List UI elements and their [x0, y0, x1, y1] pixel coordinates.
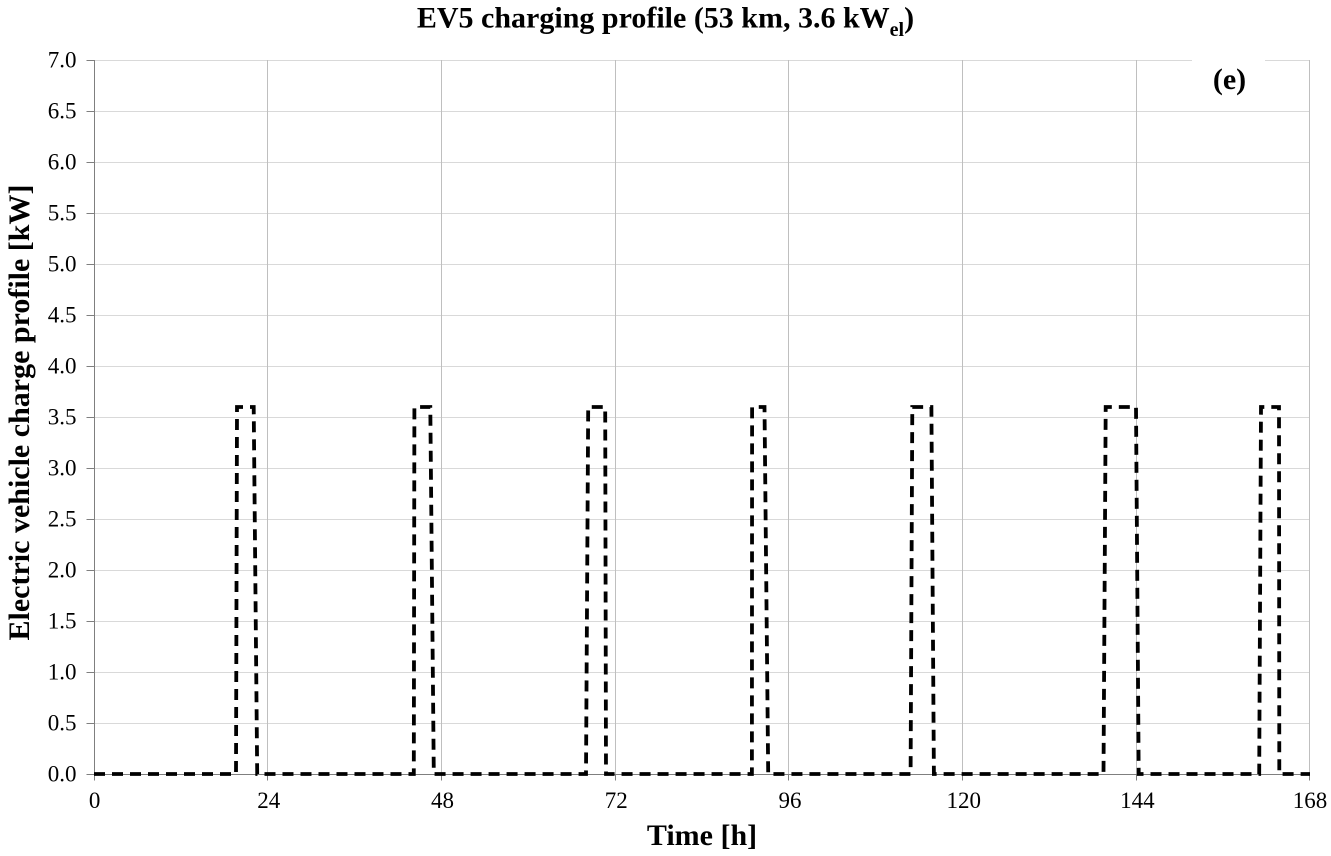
- svg-text:4.0: 4.0: [48, 354, 77, 379]
- svg-text:1.5: 1.5: [48, 609, 77, 634]
- svg-text:6.5: 6.5: [48, 99, 77, 124]
- svg-text:Electric vehicle charge profil: Electric vehicle charge profile [kW]: [3, 185, 36, 641]
- svg-text:4.5: 4.5: [48, 303, 77, 328]
- svg-text:2.0: 2.0: [48, 558, 77, 583]
- svg-text:(e): (e): [1213, 63, 1246, 96]
- svg-text:96: 96: [779, 788, 802, 813]
- svg-text:5.5: 5.5: [48, 201, 77, 226]
- svg-text:168: 168: [1293, 788, 1328, 813]
- svg-text:5.0: 5.0: [48, 252, 77, 277]
- svg-text:2.5: 2.5: [48, 507, 77, 532]
- svg-text:48: 48: [431, 788, 454, 813]
- svg-text:6.0: 6.0: [48, 150, 77, 175]
- svg-text:7.0: 7.0: [48, 48, 77, 73]
- svg-text:1.0: 1.0: [48, 660, 77, 685]
- svg-text:72: 72: [605, 788, 628, 813]
- svg-text:24: 24: [257, 788, 281, 813]
- svg-text:120: 120: [946, 788, 981, 813]
- svg-text:3.5: 3.5: [48, 405, 77, 430]
- svg-text:0: 0: [89, 788, 101, 813]
- svg-text:EV5 charging profile (53 km, 3: EV5 charging profile (53 km, 3.6 kWel): [417, 2, 914, 41]
- svg-text:0.0: 0.0: [48, 762, 77, 787]
- svg-text:0.5: 0.5: [48, 711, 77, 736]
- svg-text:144: 144: [1120, 788, 1155, 813]
- svg-text:3.0: 3.0: [48, 456, 77, 481]
- svg-text:Time [h]: Time [h]: [647, 819, 757, 852]
